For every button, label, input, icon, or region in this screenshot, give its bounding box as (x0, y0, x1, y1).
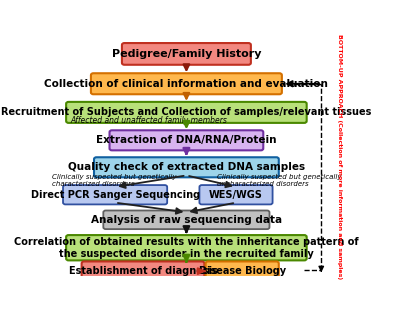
FancyBboxPatch shape (82, 261, 204, 281)
Text: Affected and unaffected family members: Affected and unaffected family members (70, 116, 227, 125)
Text: Establishment of diagnosis: Establishment of diagnosis (68, 266, 218, 276)
FancyBboxPatch shape (91, 73, 282, 94)
Text: Correlation of obtained results with the inheritance pattern of
the suspected di: Correlation of obtained results with the… (14, 237, 359, 259)
Text: Extraction of DNA/RNA/Protein: Extraction of DNA/RNA/Protein (96, 135, 277, 145)
Text: BOTTOM-UP APPROACH (Collection of more information and samples): BOTTOM-UP APPROACH (Collection of more i… (337, 34, 342, 279)
FancyBboxPatch shape (94, 157, 279, 177)
FancyBboxPatch shape (200, 185, 272, 204)
Text: Clinically suspected but genetically
characterized disorders: Clinically suspected but genetically cha… (52, 174, 176, 187)
Text: WES/WGS: WES/WGS (209, 190, 263, 200)
Text: Disease Biology: Disease Biology (199, 266, 286, 276)
Text: Clinically suspected but genetically
uncharacterized disorders: Clinically suspected but genetically unc… (218, 174, 342, 187)
FancyBboxPatch shape (122, 43, 251, 65)
Text: Recruitment of Subjects and Collection of samples/relevant tissues: Recruitment of Subjects and Collection o… (1, 107, 372, 117)
FancyBboxPatch shape (63, 185, 167, 204)
FancyBboxPatch shape (66, 235, 307, 260)
FancyBboxPatch shape (110, 130, 263, 150)
FancyBboxPatch shape (103, 210, 270, 229)
FancyBboxPatch shape (66, 102, 307, 123)
Text: Direct PCR Sanger Sequencing: Direct PCR Sanger Sequencing (30, 190, 200, 200)
Text: Collection of clinical information and evaluation: Collection of clinical information and e… (44, 79, 328, 89)
Text: Pedigree/Family History: Pedigree/Family History (112, 49, 261, 59)
Text: Analysis of raw sequencing data: Analysis of raw sequencing data (91, 215, 282, 225)
FancyBboxPatch shape (206, 261, 279, 281)
Text: Quality check of extracted DNA samples: Quality check of extracted DNA samples (68, 162, 305, 172)
